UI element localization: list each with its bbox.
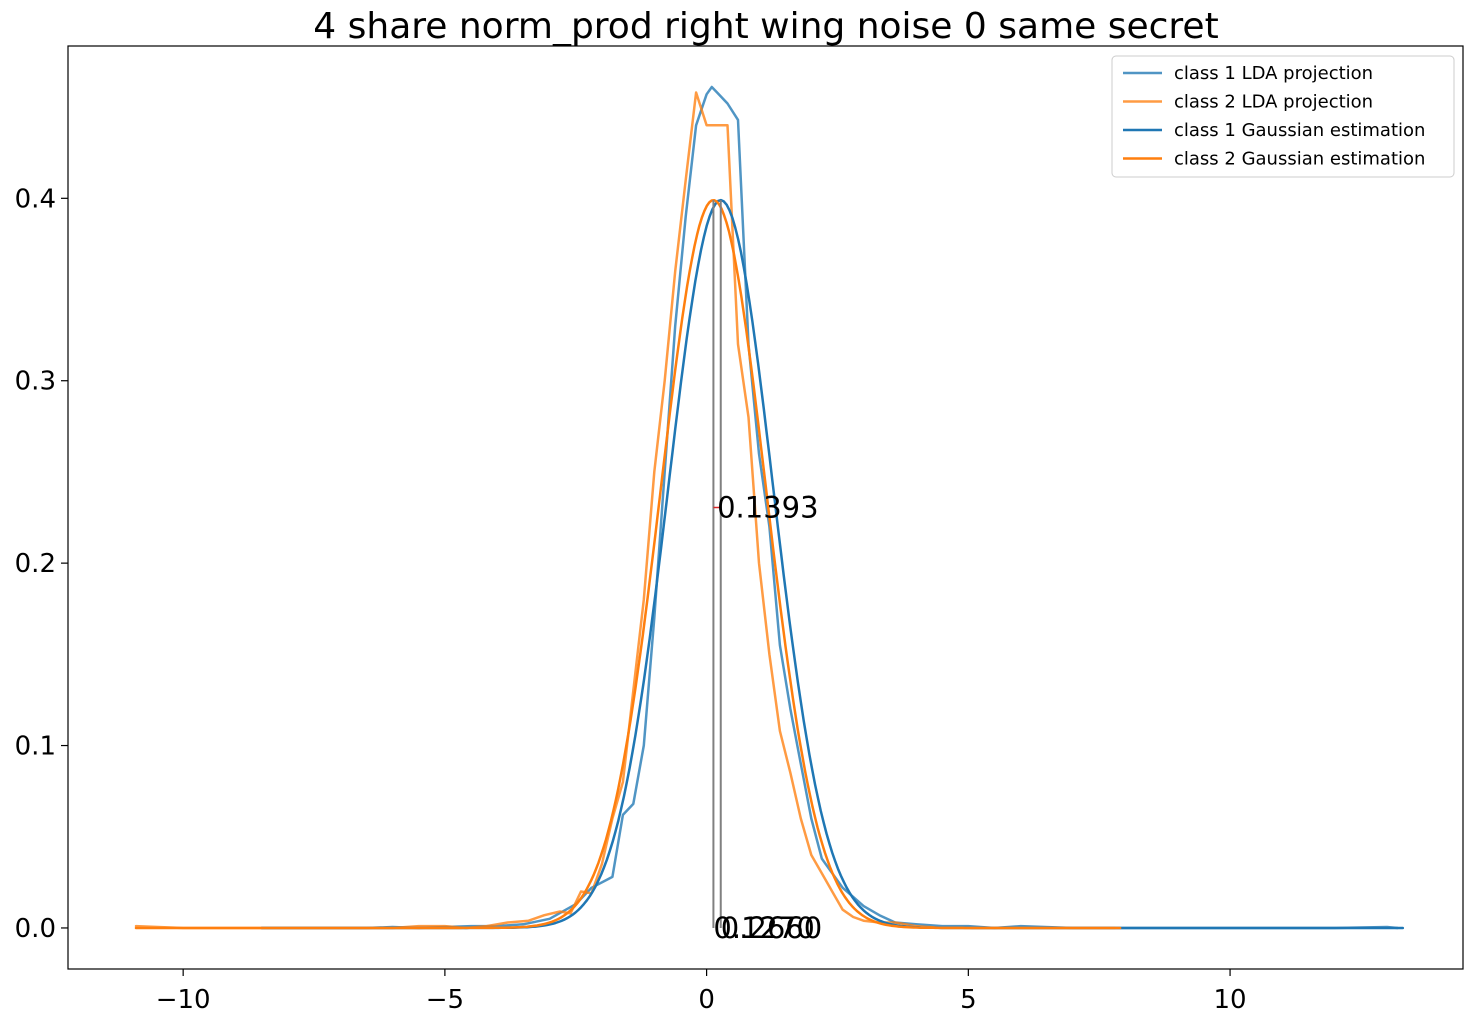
x-tick-label: −5 (426, 985, 464, 1015)
chart-title: 4 share norm_prod right wing noise 0 sam… (313, 6, 1218, 47)
series-line-1 (260, 85, 1399, 930)
x-tick-label: 5 (960, 985, 977, 1015)
x-tick-label: −10 (156, 985, 211, 1015)
axes-frame (67, 45, 1464, 970)
legend-label: class 1 LDA projection (1174, 63, 1373, 84)
legend-label: class 2 LDA projection (1174, 92, 1373, 113)
series-line-2 (134, 91, 1117, 930)
x-tick-label: 0 (698, 985, 715, 1015)
legend-box (1111, 55, 1455, 178)
y-tick-label: 0.3 (15, 367, 56, 397)
y-tick-label: 0.2 (15, 549, 56, 579)
y-tick-label: 0.1 (15, 732, 56, 762)
legend-label: class 1 Gaussian estimation (1174, 120, 1425, 141)
y-tick-label: 0.0 (15, 914, 56, 944)
annotation-1: 0.1393 (717, 491, 818, 525)
annotation-2: 0.1270 (713, 911, 814, 945)
y-tick-label: 0.4 (15, 184, 56, 214)
series-line-4 (134, 198, 1122, 930)
legend: class 1 LDA projection class 2 LDA projec… (1111, 55, 1455, 178)
series-line-3 (260, 198, 1405, 930)
legend-label: class 2 Gaussian estimation (1174, 149, 1425, 170)
x-tick-label: 10 (1214, 985, 1247, 1015)
annotation-3: 0.2660 (721, 911, 822, 945)
